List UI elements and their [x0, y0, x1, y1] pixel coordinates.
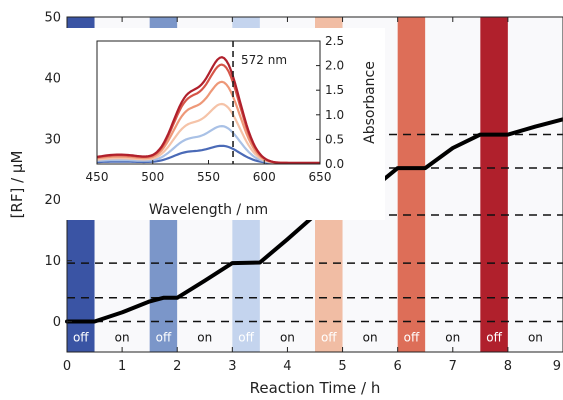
- y-tick-label-0: 0: [53, 315, 61, 330]
- x-tick-label-4: 4: [283, 359, 291, 374]
- period-label-11: on: [528, 330, 543, 344]
- inset-y-tick-label-1: 0.5: [325, 132, 344, 146]
- x-tick-label-5: 5: [338, 359, 346, 374]
- y-tick-label-3: 30: [44, 132, 61, 147]
- period-label-4: off: [238, 330, 254, 344]
- x-tick-label-7: 7: [449, 359, 457, 374]
- x-tick-label-3: 3: [228, 359, 236, 374]
- x-tick-label-1: 1: [118, 359, 126, 374]
- inset-y-axis-label: Absorbance: [362, 61, 378, 144]
- x-tick-label-2: 2: [173, 359, 181, 374]
- x-tick-label-9: 9: [553, 359, 561, 374]
- inset-x-tick-label-0: 450: [86, 170, 109, 184]
- period-label-3: on: [197, 330, 212, 344]
- period-label-1: on: [115, 330, 130, 344]
- inset-x-axis-label: Wavelength / nm: [149, 202, 268, 218]
- main-axis-ticks: 0 1 2 3 4 5 6 7 8 9 0 10 20 30 40 50: [44, 11, 563, 374]
- inset-x-tick-label-4: 650: [309, 170, 332, 184]
- inset-x-tick-label-3: 600: [253, 170, 276, 184]
- period-band-8: [397, 17, 426, 352]
- y-tick-label-5: 50: [44, 11, 61, 26]
- main-y-axis-label: [RF] / μM: [8, 151, 26, 219]
- inset-y-tick-label-5: 2.5: [325, 34, 344, 48]
- x-tick-label-0: 0: [63, 359, 71, 374]
- inset-spectra: [96, 56, 320, 165]
- x-tick-label-6: 6: [394, 359, 402, 374]
- inset-y-tick-label-3: 1.5: [325, 83, 344, 97]
- period-label-8: off: [404, 330, 420, 344]
- period-band-9: [425, 17, 481, 352]
- inset-y-tick-label-2: 1.0: [325, 108, 344, 122]
- y-tick-label-4: 40: [44, 71, 61, 86]
- inset-background: [60, 28, 385, 220]
- inset-y-tick-label-4: 2.0: [325, 59, 344, 73]
- inset-y-tick-label-0: 0.0: [325, 157, 344, 171]
- main-onoff-labels: off on off on off on off on off on off on: [73, 330, 543, 344]
- period-label-9: on: [445, 330, 460, 344]
- period-label-7: on: [363, 330, 378, 344]
- inset-marker-label: 572 nm: [241, 53, 287, 67]
- y-tick-label-1: 10: [44, 254, 61, 269]
- period-label-5: on: [280, 330, 295, 344]
- main-x-axis-label: Reaction Time / h: [250, 379, 381, 397]
- period-label-10: off: [486, 330, 502, 344]
- y-tick-label-2: 20: [44, 193, 61, 208]
- inset-x-tick-label-1: 500: [141, 170, 164, 184]
- x-tick-label-8: 8: [504, 359, 512, 374]
- period-band-10: [480, 17, 508, 352]
- period-label-0: off: [73, 330, 89, 344]
- period-band-11: [507, 17, 563, 352]
- period-label-2: off: [156, 330, 172, 344]
- period-label-6: off: [321, 330, 337, 344]
- inset-spectrum-5: [96, 56, 320, 165]
- inset-x-tick-label-2: 550: [197, 170, 220, 184]
